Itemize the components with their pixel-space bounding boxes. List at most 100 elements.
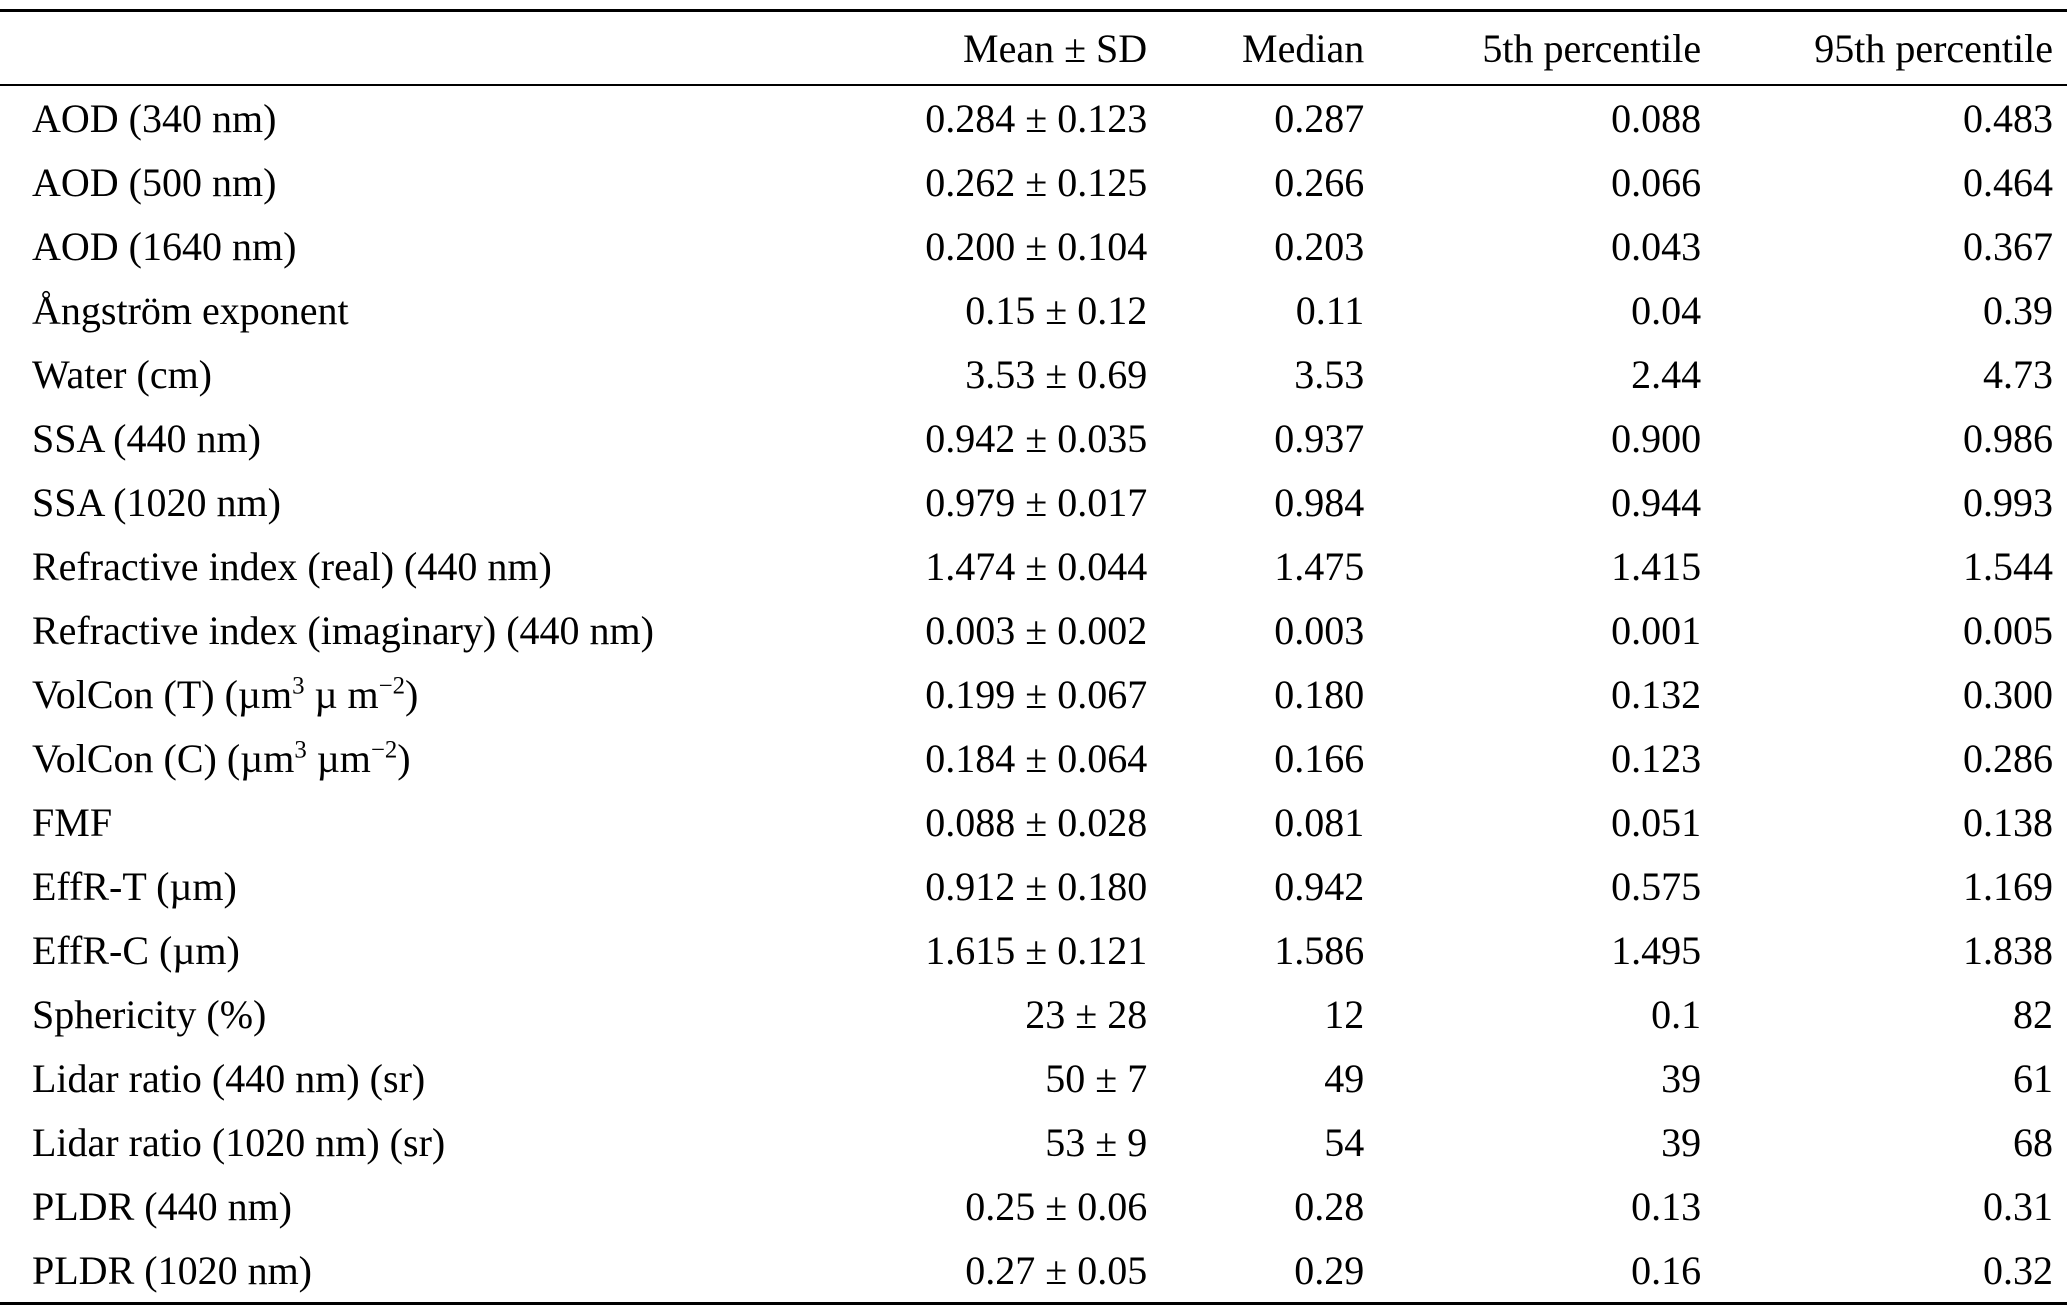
cell-mean-sd: 0.15 ± 0.12 — [965, 287, 1148, 333]
cell-median: 0.180 — [1274, 671, 1365, 717]
cell-p5: 0.575 — [1611, 863, 1702, 909]
cell-mean-sd: 0.979 ± 0.017 — [925, 479, 1148, 525]
row-label: AOD (500 nm) — [32, 159, 277, 205]
cell-p5: 0.051 — [1611, 799, 1702, 845]
table-row: AOD (340 nm) 0.284 ± 0.123 0.287 0.088 0… — [0, 85, 2067, 150]
cell-median: 0.287 — [1274, 95, 1365, 141]
row-label: Refractive index (real) (440 nm) — [32, 543, 552, 589]
row-label-superscript: 3 — [292, 672, 305, 700]
header-empty-cell — [0, 10, 827, 86]
table-row: PLDR (440 nm) 0.25 ± 0.06 0.28 0.13 0.31 — [0, 1174, 2067, 1238]
row-label-text: VolCon (C) (µm — [32, 735, 295, 781]
table-row: PLDR (1020 nm) 0.27 ± 0.05 0.29 0.16 0.3… — [0, 1238, 2067, 1304]
row-label: SSA (1020 nm) — [32, 479, 281, 525]
cell-mean-sd: 0.912 ± 0.180 — [925, 863, 1148, 909]
cell-p95: 1.838 — [1963, 927, 2053, 973]
cell-p95: 0.005 — [1963, 607, 2053, 653]
cell-median: 3.53 — [1294, 351, 1365, 397]
row-label: PLDR (1020 nm) — [32, 1247, 312, 1293]
table-row: AOD (1640 nm) 0.200 ± 0.104 0.203 0.043 … — [0, 214, 2067, 278]
cell-mean-sd: 0.003 ± 0.002 — [925, 607, 1148, 653]
table-row: Refractive index (imaginary) (440 nm) 0.… — [0, 598, 2067, 662]
cell-mean-sd: 0.200 ± 0.104 — [925, 223, 1148, 269]
row-label: Refractive index (imaginary) (440 nm) — [32, 607, 654, 653]
cell-mean-sd: 53 ± 9 — [1045, 1119, 1148, 1165]
cell-p5: 0.04 — [1631, 287, 1702, 333]
header-row: Mean ± SD Median 5th percentile 95th per… — [0, 10, 2067, 86]
row-label: Ångström exponent — [32, 287, 349, 333]
row-label: Lidar ratio (440 nm) (sr) — [32, 1055, 426, 1101]
cell-p95: 61 — [2013, 1055, 2053, 1101]
cell-median: 0.266 — [1274, 159, 1365, 205]
cell-mean-sd: 0.284 ± 0.123 — [925, 95, 1148, 141]
row-label: VolCon (T) (µm3 µ m−2) — [0, 662, 827, 726]
cell-median: 1.586 — [1274, 927, 1365, 973]
cell-p5: 0.16 — [1631, 1247, 1702, 1293]
cell-p95: 0.483 — [1963, 95, 2053, 141]
cell-median: 0.003 — [1274, 607, 1365, 653]
cell-median: 0.942 — [1274, 863, 1365, 909]
cell-p95: 0.138 — [1963, 799, 2053, 845]
cell-mean-sd: 0.27 ± 0.05 — [965, 1247, 1148, 1293]
cell-mean-sd: 1.474 ± 0.044 — [925, 543, 1148, 589]
cell-median: 49 — [1324, 1055, 1365, 1101]
statistics-table: Mean ± SD Median 5th percentile 95th per… — [0, 9, 2067, 1305]
table-row: Ångström exponent 0.15 ± 0.12 0.11 0.04 … — [0, 278, 2067, 342]
row-label: VolCon (C) (µm3 µm−2) — [0, 726, 827, 790]
cell-p5: 0.1 — [1651, 991, 1702, 1037]
cell-mean-sd: 0.262 ± 0.125 — [925, 159, 1148, 205]
table-row: VolCon (C) (µm3 µm−2) 0.184 ± 0.064 0.16… — [0, 726, 2067, 790]
cell-p5: 1.495 — [1611, 927, 1702, 973]
cell-p95: 0.986 — [1963, 415, 2053, 461]
table-row: Lidar ratio (440 nm) (sr) 50 ± 7 49 39 6… — [0, 1046, 2067, 1110]
cell-p95: 0.464 — [1963, 159, 2053, 205]
cell-median: 0.081 — [1274, 799, 1365, 845]
cell-p5: 0.088 — [1611, 95, 1702, 141]
table-row: EffR-T (µm) 0.912 ± 0.180 0.942 0.575 1.… — [0, 854, 2067, 918]
cell-p5: 0.132 — [1611, 671, 1702, 717]
cell-median: 0.203 — [1274, 223, 1365, 269]
cell-p95: 0.300 — [1963, 671, 2053, 717]
cell-median: 12 — [1324, 991, 1365, 1037]
table-row: Refractive index (real) (440 nm) 1.474 ±… — [0, 534, 2067, 598]
cell-p95: 1.169 — [1963, 863, 2053, 909]
row-label-text: ) — [405, 671, 419, 717]
cell-p5: 0.13 — [1631, 1183, 1702, 1229]
paper-table-page: Mean ± SD Median 5th percentile 95th per… — [0, 9, 2067, 1305]
row-label-superscript: −2 — [370, 736, 398, 764]
cell-mean-sd: 1.615 ± 0.121 — [925, 927, 1148, 973]
row-label-text: µ m — [304, 671, 379, 717]
cell-mean-sd: 23 ± 28 — [1025, 991, 1148, 1037]
table-row: Water (cm) 3.53 ± 0.69 3.53 2.44 4.73 — [0, 342, 2067, 406]
cell-p5: 0.944 — [1611, 479, 1702, 525]
row-label: FMF — [32, 799, 113, 845]
row-label: PLDR (440 nm) — [32, 1183, 292, 1229]
cell-p5: 2.44 — [1631, 351, 1702, 397]
table-row: EffR-C (µm) 1.615 ± 0.121 1.586 1.495 1.… — [0, 918, 2067, 982]
cell-p95: 68 — [2013, 1119, 2053, 1165]
cell-median: 0.937 — [1274, 415, 1365, 461]
cell-mean-sd: 0.942 ± 0.035 — [925, 415, 1148, 461]
header-median: Median — [1147, 10, 1365, 86]
cell-p5: 0.066 — [1611, 159, 1702, 205]
cell-p5: 0.123 — [1611, 735, 1702, 781]
cell-p95: 0.39 — [1983, 287, 2053, 333]
cell-p5: 0.900 — [1611, 415, 1702, 461]
table-row: SSA (440 nm) 0.942 ± 0.035 0.937 0.900 0… — [0, 406, 2067, 470]
cell-p5: 1.415 — [1611, 543, 1702, 589]
row-label: Sphericity (%) — [32, 991, 267, 1037]
table-row: SSA (1020 nm) 0.979 ± 0.017 0.984 0.944 … — [0, 470, 2067, 534]
cell-median: 0.11 — [1295, 287, 1365, 333]
cell-p5: 39 — [1661, 1055, 1702, 1101]
cell-p95: 82 — [2013, 991, 2053, 1037]
cell-mean-sd: 0.184 ± 0.064 — [925, 735, 1148, 781]
cell-mean-sd: 50 ± 7 — [1045, 1055, 1148, 1101]
header-5th-percentile: 5th percentile — [1364, 10, 1702, 86]
table-row: VolCon (T) (µm3 µ m−2) 0.199 ± 0.067 0.1… — [0, 662, 2067, 726]
cell-p95: 0.31 — [1983, 1183, 2053, 1229]
cell-mean-sd: 0.199 ± 0.067 — [925, 671, 1148, 717]
row-label: SSA (440 nm) — [32, 415, 261, 461]
table-row: AOD (500 nm) 0.262 ± 0.125 0.266 0.066 0… — [0, 150, 2067, 214]
cell-mean-sd: 3.53 ± 0.69 — [965, 351, 1148, 397]
cell-p5: 0.001 — [1611, 607, 1702, 653]
